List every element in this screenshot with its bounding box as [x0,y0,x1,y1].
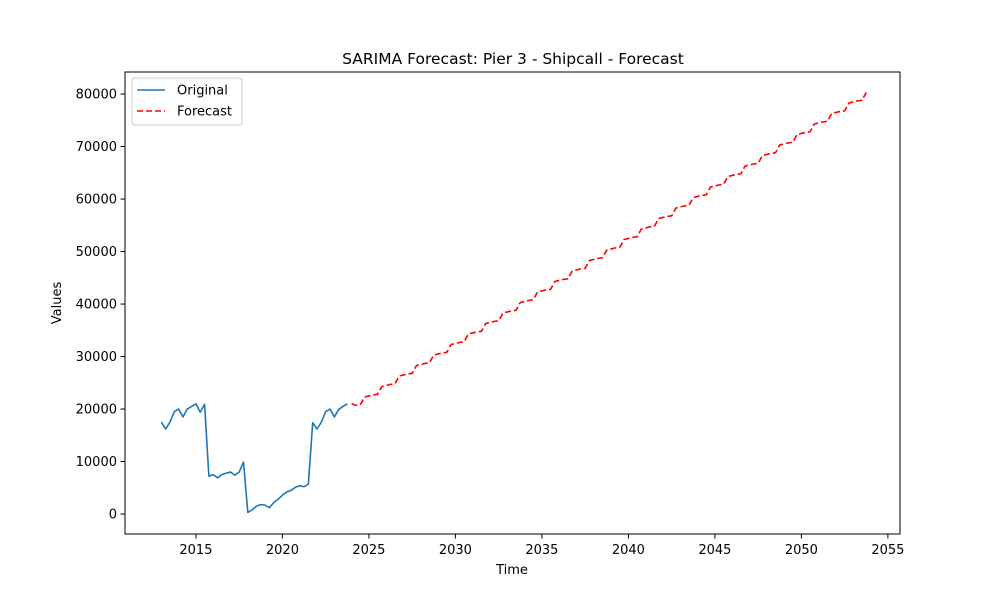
axes-frame [124,71,901,535]
legend-label-original: Original [177,84,228,99]
y-axis: 0 10000 20000 30000 40000 50000 60000 70000 8000… [76,88,125,523]
x-tick-label: 2035 [525,543,558,558]
x-axis: 2015 2020 2025 2030 2035 2040 2045 2050 2055 [179,534,904,558]
series-line-original [160,402,348,514]
x-tick-label: 2050 [785,543,818,558]
x-tick-label: 2020 [266,543,299,558]
y-tick-label: 80000 [76,88,117,103]
x-tick-label: 2055 [871,543,904,558]
plot-area [160,92,867,514]
legend: Original Forecast [131,77,243,126]
y-tick-label: 20000 [76,403,117,418]
series-line-forecast [351,92,867,407]
x-axis-title: Time [495,563,528,578]
y-tick-label: 40000 [76,298,117,313]
y-tick-label: 70000 [76,140,117,155]
x-tick-label: 2045 [698,543,731,558]
y-tick-label: 50000 [76,245,117,260]
y-tick-label: 0 [109,508,117,523]
y-tick-label: 60000 [76,193,117,208]
x-tick-label: 2030 [439,543,472,558]
x-tick-label: 2015 [179,543,212,558]
x-tick-label: 2040 [612,543,645,558]
y-tick-label: 30000 [76,350,117,365]
legend-label-forecast: Forecast [177,105,232,120]
y-axis-title: Values [50,282,65,325]
chart-title: SARIMA Forecast: Pier 3 - Shipcall - For… [342,50,684,68]
x-tick-label: 2025 [352,543,385,558]
y-tick-label: 10000 [76,455,117,470]
